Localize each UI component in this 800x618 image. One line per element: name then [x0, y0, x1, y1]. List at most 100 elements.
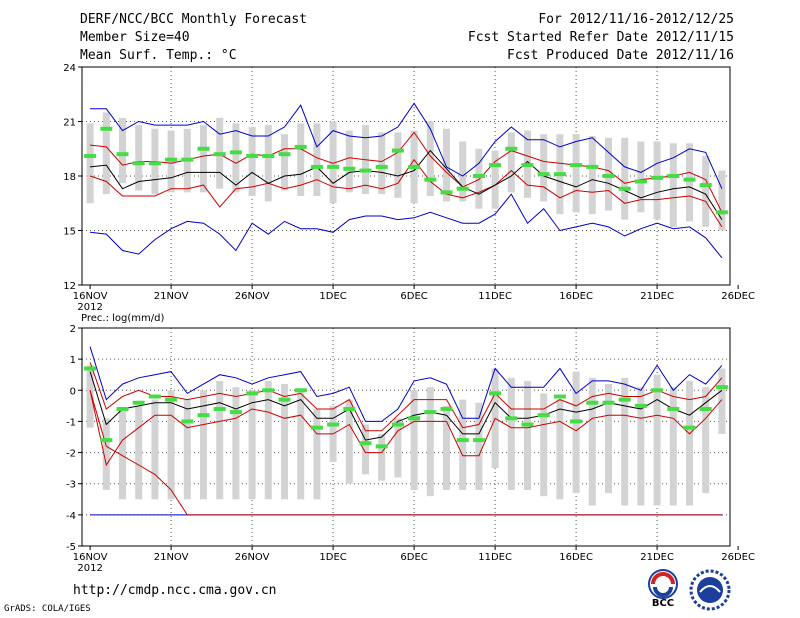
prec-ensemble-box — [669, 387, 677, 506]
temp-median-marker — [651, 175, 664, 180]
temp-ytick-label: 18 — [63, 172, 76, 183]
temp-ensemble-box — [686, 143, 693, 222]
prec-ensemble-box — [605, 384, 612, 494]
prec-ytick-label: 0 — [70, 386, 76, 397]
temp-median-marker — [213, 152, 226, 157]
prec-median-marker — [651, 388, 664, 393]
prec-ensemble-box — [281, 384, 288, 500]
temp-median-marker — [586, 164, 599, 169]
prec-ensemble-box — [119, 408, 126, 500]
temp-ensemble-box — [507, 132, 515, 193]
temp-ensemble-box — [232, 123, 240, 193]
temp-median-marker — [618, 186, 631, 191]
prec-median-marker — [456, 438, 469, 443]
temp-xtick-label: 26DEC — [721, 291, 755, 302]
prec-ytick-label: -5 — [66, 542, 76, 553]
prec-median-marker — [440, 406, 453, 411]
temp-median-marker — [521, 163, 534, 168]
temp-lower-line — [89, 158, 723, 228]
prec-median-marker — [505, 416, 518, 421]
prec-ensemble-box — [297, 390, 305, 500]
prec-ensemble-box — [572, 371, 580, 494]
prec-ytick-label: -3 — [66, 480, 76, 491]
temp-upper-line — [90, 131, 723, 213]
prec-ensemble-box — [426, 387, 434, 497]
prec-ensemble-box — [183, 399, 191, 500]
temp-ensemble-box — [669, 143, 677, 227]
temp-median-marker — [683, 177, 696, 182]
temp-median-marker — [84, 154, 97, 159]
prec-ytick-label: -1 — [66, 417, 76, 428]
temp-xtick-label: 26NOV — [235, 291, 270, 302]
prec-median-marker — [715, 385, 728, 390]
prec-ytick-label: 1 — [70, 355, 76, 366]
prec-median-marker — [489, 391, 502, 396]
prec-median-marker — [197, 413, 210, 418]
temp-median-marker — [294, 144, 307, 149]
prec-median-marker — [343, 406, 356, 411]
prec-ytick-label: -4 — [66, 511, 76, 522]
temp-ensemble-box — [702, 156, 710, 227]
temp-median-marker — [699, 183, 712, 188]
temp-ensemble-box — [86, 123, 94, 204]
prec-median-marker — [213, 406, 226, 411]
prec-lower-line — [89, 390, 723, 467]
temp-ensemble-box — [119, 117, 126, 184]
prec-median-marker — [278, 397, 291, 402]
temp-ensemble-box — [637, 141, 645, 213]
precipitation-panel: -5 -4 -3 -2 -1 0 1 2 16NOV 21NOV 26NOV 1DEC 6DEC 11DE… — [66, 324, 755, 574]
temp-ensemble-box — [653, 141, 661, 220]
prec-ensemble-box — [167, 390, 175, 500]
prec-ensemble-box — [443, 405, 450, 490]
temp-median-marker — [537, 172, 550, 177]
prec-median-marker — [229, 410, 242, 415]
temp-median-marker — [181, 157, 194, 162]
prec-xtick-label: 26NOV — [235, 552, 270, 563]
prec-median-marker — [375, 444, 388, 449]
prec-median-marker — [391, 422, 404, 427]
prec-ensemble-box — [540, 393, 548, 497]
temp-median-marker — [667, 174, 680, 178]
prec-xtick-label: 16DEC — [559, 552, 593, 563]
prec-ensemble-box — [621, 377, 629, 506]
prec-mean-line — [89, 371, 723, 441]
prec-ensemble-box — [459, 399, 467, 490]
prec-median-marker — [521, 422, 534, 427]
temp-median-marker — [472, 174, 485, 178]
temp-median-marker — [343, 166, 356, 171]
temp-ensemble-box — [248, 126, 256, 196]
prec-ensemble-box — [718, 368, 726, 434]
prec-ensemble-box — [410, 390, 418, 490]
prec-xtick-label: 21NOV — [154, 552, 189, 563]
prec-median-marker — [84, 366, 97, 371]
prec-ensemble-box — [362, 424, 369, 475]
source-url[interactable]: http://cmdp.ncc.cma.gov.cn — [73, 583, 277, 598]
temp-xtick-label: 16DEC — [559, 291, 593, 302]
temp-median-marker — [246, 154, 259, 159]
prec-median-marker — [181, 419, 194, 424]
temp-xtick-label: 16NOV — [73, 291, 108, 302]
ncc-logo-icon — [689, 569, 731, 611]
temp-median-marker — [634, 179, 647, 184]
temp-ensemble-box — [572, 134, 580, 213]
bcc-logo-icon: BCC — [648, 569, 678, 609]
temp-median-marker — [375, 164, 388, 169]
temp-xtick-label: 1DEC — [319, 291, 346, 302]
prec-median-marker — [148, 394, 161, 399]
temperature-panel: 12 15 18 21 24 16NOV 21NOV 26NOV 1DEC 6DEC 11DEC 16… — [63, 63, 755, 313]
temp-ensemble-box — [102, 112, 110, 195]
temp-median-marker — [489, 163, 502, 168]
temp-ensemble-box — [540, 134, 548, 202]
prec-median-marker — [100, 438, 113, 443]
temp-median-marker — [456, 186, 469, 191]
prec-ensemble-box — [102, 418, 110, 490]
prec-median-marker — [327, 422, 340, 427]
variable-label: Mean Surf. Temp.: °C — [80, 48, 237, 63]
prec-ensemble-box — [475, 402, 483, 490]
forecast-start-date: Fcst Started Refer Date 2012/11/15 — [467, 30, 734, 45]
temp-max-line — [90, 102, 723, 189]
temp-ensemble-box — [426, 121, 434, 196]
forecast-produced-date: Fcst Produced Date 2012/11/16 — [507, 48, 734, 63]
temp-ensemble-box — [475, 148, 483, 209]
